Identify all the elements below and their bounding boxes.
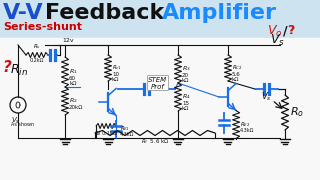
Text: Feedback: Feedback	[45, 3, 164, 23]
Text: Series-shunt: Series-shunt	[3, 22, 82, 32]
Text: $R_B$ 0.1kΩ: $R_B$ 0.1kΩ	[94, 129, 118, 138]
Text: As shown: As shown	[11, 122, 34, 127]
Text: 4.3kΩ: 4.3kΩ	[120, 132, 134, 137]
Text: $R_{E1}$: $R_{E1}$	[120, 124, 130, 133]
Text: ?: ?	[287, 24, 294, 37]
Text: $V_o$: $V_o$	[267, 24, 283, 39]
Text: $R_1$: $R_1$	[69, 68, 78, 76]
Text: kΩ: kΩ	[182, 78, 189, 82]
Bar	[0, 0, 320, 38]
Text: 20: 20	[182, 73, 189, 78]
Text: 60: 60	[69, 75, 76, 80]
Text: $R_2$: $R_2$	[69, 96, 78, 105]
Text: $R_3$: $R_3$	[182, 65, 191, 73]
Text: $V_s$: $V_s$	[270, 33, 285, 48]
Text: $R_{E2}$: $R_{E2}$	[240, 120, 251, 129]
Text: kΩ: kΩ	[69, 80, 76, 86]
Text: $R_{in}$: $R_{in}$	[10, 62, 28, 78]
Text: 0.2kΩ: 0.2kΩ	[30, 58, 44, 63]
Text: 15: 15	[182, 100, 189, 105]
Text: $R_o$: $R_o$	[290, 105, 304, 119]
Text: $R_s$: $R_s$	[33, 42, 41, 51]
Text: $R_4$: $R_4$	[182, 93, 191, 102]
Text: kΩ: kΩ	[232, 76, 239, 82]
Text: /: /	[283, 24, 288, 37]
Text: $R_{c1}$: $R_{c1}$	[112, 64, 122, 73]
Text: kΩ: kΩ	[182, 105, 189, 111]
Text: 4.3kΩ: 4.3kΩ	[240, 128, 254, 133]
Text: 5.6: 5.6	[232, 71, 241, 76]
Text: $V_s$: $V_s$	[261, 91, 272, 103]
Text: V-V: V-V	[3, 3, 44, 23]
Text: kΩ: kΩ	[112, 76, 119, 82]
Text: $R_{C2}$: $R_{C2}$	[232, 64, 243, 73]
Bar	[0, 38, 320, 180]
Text: Amplifier: Amplifier	[162, 3, 277, 23]
Text: 12v: 12v	[62, 38, 74, 43]
Text: STEM
Prof: STEM Prof	[148, 76, 168, 89]
Text: 20kΩ: 20kΩ	[69, 105, 84, 109]
Text: 10: 10	[112, 71, 119, 76]
Text: $R_f$  5.6 kΩ: $R_f$ 5.6 kΩ	[141, 137, 169, 146]
Text: $V_s$: $V_s$	[11, 116, 20, 126]
Text: ?: ?	[2, 60, 11, 75]
